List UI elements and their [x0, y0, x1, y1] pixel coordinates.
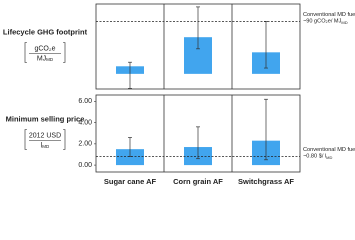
y-tick-label: 6.00	[78, 98, 92, 105]
units-top: 2012 USD	[29, 132, 61, 139]
chart: Conventional MD fuel~90 gCO₂e/ MJMDLifec…	[3, 3, 355, 186]
annotation-sub: MD	[326, 155, 332, 160]
y-axis-label: Minimum selling price	[6, 114, 85, 123]
units-bottom: MJMD	[37, 55, 54, 62]
plot-frame	[95, 94, 301, 173]
bracket	[24, 129, 66, 150]
annotation-sub: MD	[341, 20, 347, 25]
annotation-text: ~90 gCO₂e/ MJ	[303, 19, 342, 25]
annotation: ~0.80 $/ lMD	[303, 154, 333, 160]
plot-frame	[95, 3, 301, 90]
units-top: gCO₂e	[34, 45, 55, 52]
units-bottom: lMD	[41, 142, 50, 149]
annotation: ~90 gCO₂e/ MJMD	[303, 19, 348, 25]
annotation-text: ~0.80 $/ l	[303, 154, 326, 160]
x-tick-label: Corn grain AF	[173, 177, 223, 186]
units-bottom-text: l	[41, 142, 43, 149]
bracket	[24, 42, 66, 63]
y-tick-label: 2.00	[78, 141, 92, 148]
y-tick-label: 0.00	[78, 162, 92, 169]
y-axis-label: Lifecycle GHG footprint	[3, 27, 88, 36]
y-tick-label: 4.00	[78, 119, 92, 126]
bar	[116, 149, 144, 166]
units-bottom-sub: MD	[42, 144, 50, 149]
annotation: Conventional MD fuel	[303, 12, 355, 18]
x-tick-label: Switchgrass AF	[238, 177, 294, 186]
units-bottom-sub: MD	[46, 57, 54, 62]
x-tick-label: Sugar cane AF	[104, 177, 157, 186]
units-bottom-text: MJ	[37, 55, 46, 62]
annotation: Conventional MD fuel	[303, 147, 355, 153]
